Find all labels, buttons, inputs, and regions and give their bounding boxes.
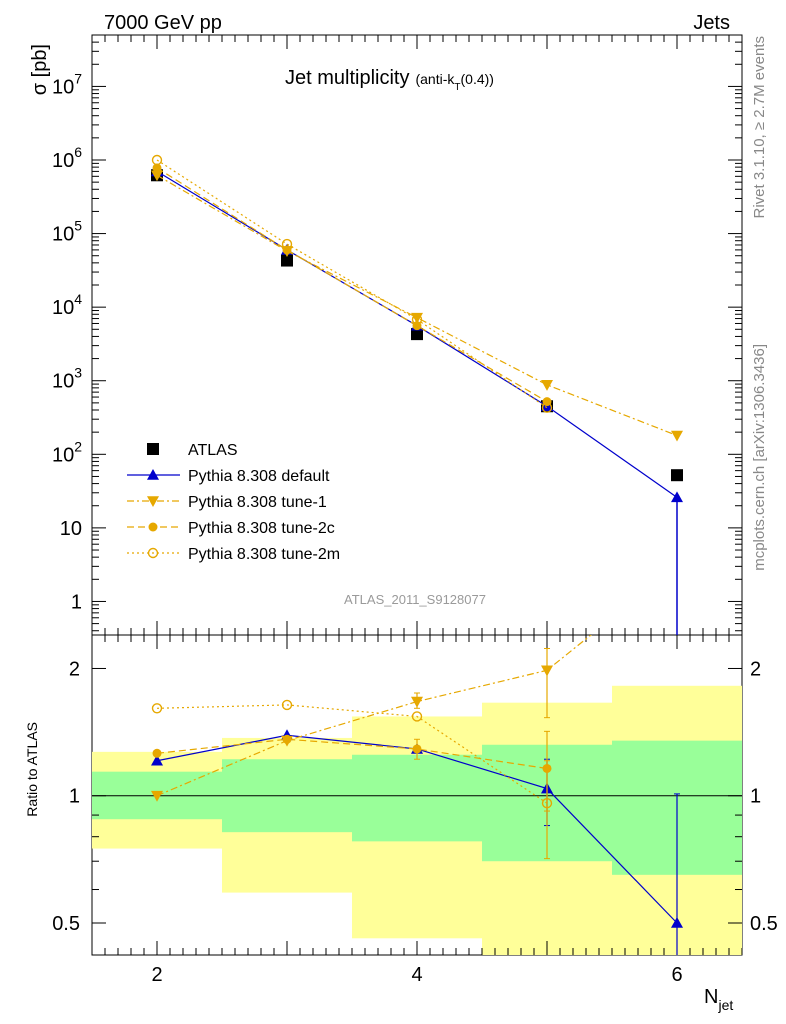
y-tick-label-left: 1 <box>69 786 80 808</box>
series-line <box>156 174 678 437</box>
x-tick-label: 6 <box>671 964 682 986</box>
marker-circle-open <box>411 711 423 722</box>
marker-triangle-down <box>411 696 423 708</box>
marker-square <box>411 328 423 341</box>
marker-triangle-down <box>541 380 553 391</box>
marker-triangle-up <box>671 916 683 928</box>
chart-title: Jet multiplicity (anti-kT(0.4)) <box>285 67 494 93</box>
header-left: 7000 GeV pp <box>104 12 222 34</box>
y-tick-label: 103 <box>52 365 82 393</box>
legend-label: Pythia 8.308 tune-2c <box>188 520 335 537</box>
rivet-version-label: Rivet 3.1.10, ≥ 2.7M events <box>751 36 768 219</box>
marker-square <box>281 254 293 267</box>
marker-circle <box>282 734 292 744</box>
marker-circle <box>152 748 162 758</box>
x-tick-label: 4 <box>411 964 422 986</box>
band-inner <box>352 754 482 842</box>
y-tick-label: 10 <box>60 518 82 540</box>
marker-triangle-down <box>151 170 163 182</box>
marker-square <box>671 469 683 482</box>
series-line <box>156 704 548 804</box>
y-tick-label-left: 0.5 <box>52 913 80 935</box>
y-tick-label: 105 <box>52 218 82 246</box>
marker-circle-open <box>541 402 553 413</box>
marker-circle-open <box>281 238 293 250</box>
marker-circle-open <box>151 154 163 166</box>
analysis-id-label: ATLAS_2011_S9128077 <box>344 592 486 607</box>
y-tick-label: 107 <box>52 70 82 98</box>
marker-circle-open <box>147 547 159 559</box>
y-tick-label-right: 2 <box>750 658 761 680</box>
legend-label: Pythia 8.308 tune-1 <box>188 494 327 511</box>
ratio-panel-marks <box>151 635 683 955</box>
y-tick-label-right: 1 <box>750 786 761 808</box>
mcplots-label: mcplots.cern.ch [arXiv:1306.3436] <box>751 344 768 571</box>
marker-circle-open <box>151 703 163 714</box>
legend-label: ATLAS <box>188 442 238 459</box>
marker-circle-open <box>541 798 553 809</box>
marker-circle-open <box>281 699 293 711</box>
axes-ticks: 2 4 6 1 10 102 103 104 105 106 107 0.5 0.5 1 1 2 2 <box>52 34 778 986</box>
marker-triangle-down <box>147 496 159 507</box>
marker-circle <box>152 163 162 173</box>
marker-circle <box>148 522 158 532</box>
main-panel-marks <box>151 154 683 635</box>
marker-square <box>147 443 159 455</box>
marker-circle <box>412 744 422 754</box>
y-tick-label: 1 <box>71 591 82 613</box>
marker-triangle-down <box>671 430 683 442</box>
marker-circle-open <box>411 314 423 325</box>
y-tick-label: 102 <box>52 438 82 466</box>
x-axis-label: Njet <box>704 986 733 1013</box>
legend-label: Pythia 8.308 tune-2m <box>188 546 340 563</box>
y-tick-label: 104 <box>52 291 82 319</box>
legend: ATLAS Pythia 8.308 default Pythia 8.308 tu… <box>127 442 340 563</box>
legend-label: Pythia 8.308 default <box>188 468 330 485</box>
marker-triangle-down <box>541 665 553 677</box>
y-tick-label-right: 0.5 <box>750 913 778 935</box>
y-tick-label: 106 <box>52 144 82 172</box>
header-right: Jets <box>693 12 730 34</box>
x-tick-label: 2 <box>151 964 162 986</box>
y-axis-label-ratio: Ratio to ATLAS <box>24 722 40 817</box>
marker-triangle-up <box>147 469 159 480</box>
marker-triangle-up <box>671 491 683 503</box>
marker-triangle-up <box>151 754 163 766</box>
marker-triangle-down <box>151 790 163 802</box>
series-line <box>156 167 548 403</box>
y-axis-label-main: σ [pb] <box>29 44 51 95</box>
y-tick-label-left: 2 <box>69 658 80 680</box>
